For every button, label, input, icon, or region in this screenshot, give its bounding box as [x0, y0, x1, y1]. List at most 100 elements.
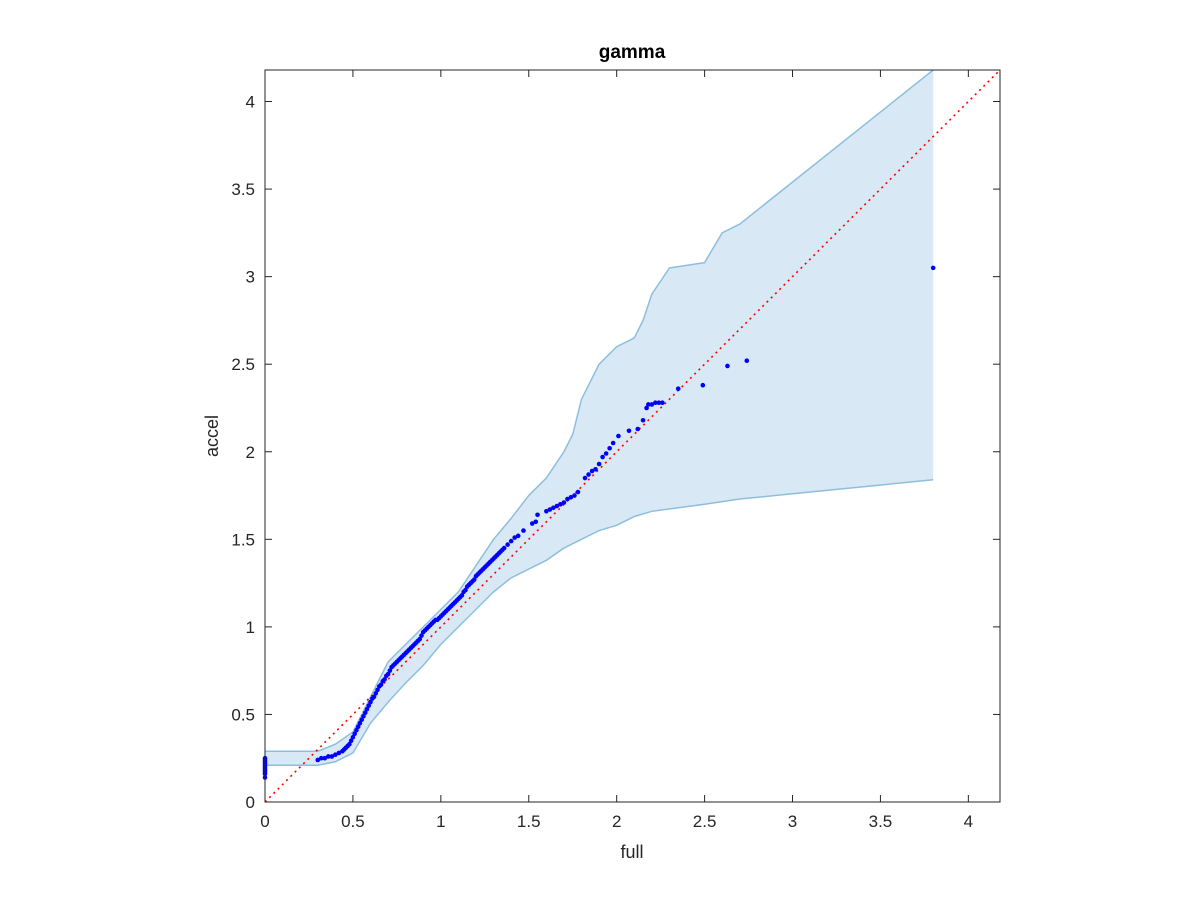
y-axis-ticks: 0 0.5 1 1.5 2 2.5 3 3.5 4 [231, 93, 1000, 812]
data-point [362, 710, 368, 715]
data-point [644, 405, 649, 411]
confidence-band-lower-edge [265, 479, 934, 766]
x-tick-label: 3.5 [869, 812, 893, 831]
data-point [646, 402, 651, 407]
confidence-band-upper-edge [265, 69, 934, 752]
data-point [575, 489, 581, 495]
data-point [326, 754, 331, 759]
x-axis-ticks: 0 0.5 1 1.5 2 2.5 3 3.5 4 [260, 70, 973, 831]
data-point [359, 717, 365, 722]
data-point [417, 636, 423, 642]
data-point [626, 428, 632, 434]
data-point [366, 703, 372, 708]
data-point [336, 750, 342, 756]
data-point [649, 402, 655, 407]
x-tick-label: 3 [788, 812, 797, 831]
data-point [568, 494, 574, 500]
y-axis-label: accel [202, 415, 222, 457]
data-point [385, 671, 391, 677]
data-point [355, 724, 361, 729]
data-point [378, 682, 384, 687]
data-point [387, 668, 393, 673]
data-point [607, 445, 612, 451]
x-tick-label: 1 [436, 812, 445, 831]
data-point [586, 472, 591, 477]
data-point [700, 382, 706, 388]
data-point [350, 734, 356, 740]
data-point [382, 677, 387, 682]
data-point [603, 451, 609, 456]
confidence-band [265, 70, 934, 766]
data-point [521, 528, 526, 533]
data-point [515, 533, 521, 539]
data-point [616, 433, 621, 439]
data-point [535, 512, 540, 518]
x-tick-label: 1.5 [517, 812, 541, 831]
data-point [589, 468, 595, 474]
data-point [368, 699, 373, 705]
data-point [593, 466, 598, 472]
data-point [508, 538, 514, 544]
data-point [544, 509, 549, 514]
x-tick-label: 2.5 [693, 812, 717, 831]
data-point [315, 757, 321, 763]
data-point [463, 587, 468, 593]
data-point [529, 521, 535, 526]
data-point [558, 501, 563, 507]
data-point [610, 440, 616, 446]
x-axis-label: full [620, 842, 643, 862]
x-tick-label: 2 [612, 812, 621, 831]
data-point [501, 545, 507, 551]
data-point [675, 386, 681, 392]
data-point [333, 752, 338, 758]
data-point [551, 505, 556, 511]
reference-line [264, 69, 1001, 803]
data-point [660, 400, 665, 406]
data-point [505, 542, 510, 547]
data-point [547, 507, 553, 512]
data-point [533, 519, 539, 525]
data-point [361, 713, 366, 719]
y-tick-label: 2 [246, 443, 255, 462]
data-point [744, 358, 750, 363]
data-point [600, 454, 605, 460]
data-point [357, 720, 363, 726]
data-point [725, 363, 730, 369]
data-point [582, 475, 588, 481]
data-point [596, 461, 602, 467]
data-point [329, 754, 335, 759]
data-point [656, 400, 662, 406]
data-point [512, 535, 517, 540]
data-point [371, 694, 377, 700]
data-point [318, 755, 324, 761]
y-tick-label: 0.5 [231, 705, 255, 724]
y-tick-label: 3 [246, 268, 255, 287]
data-point [572, 493, 577, 498]
data-point [640, 417, 646, 423]
data-point [471, 577, 477, 582]
y-tick-label: 3.5 [231, 180, 255, 199]
x-tick-label: 4 [964, 812, 973, 831]
y-tick-label: 1 [246, 618, 255, 637]
data-point [635, 426, 641, 432]
data-point [561, 500, 567, 505]
data-point [419, 633, 424, 638]
data-point [554, 503, 560, 509]
data-point [373, 691, 379, 696]
data-point [565, 496, 570, 502]
data-point [364, 706, 370, 712]
axes-box [264, 69, 1001, 803]
data-point [348, 738, 354, 744]
data-point [653, 400, 658, 406]
y-tick-label: 2.5 [231, 355, 255, 374]
data-point [930, 265, 936, 271]
data-point [354, 727, 359, 733]
y-tick-label: 0 [246, 793, 255, 812]
data-point [347, 741, 352, 747]
x-tick-label: 0 [260, 812, 269, 831]
y-tick-label: 4 [246, 93, 255, 112]
plot-area [262, 69, 1001, 803]
data-point [322, 755, 328, 761]
y-tick-label: 1.5 [231, 530, 255, 549]
